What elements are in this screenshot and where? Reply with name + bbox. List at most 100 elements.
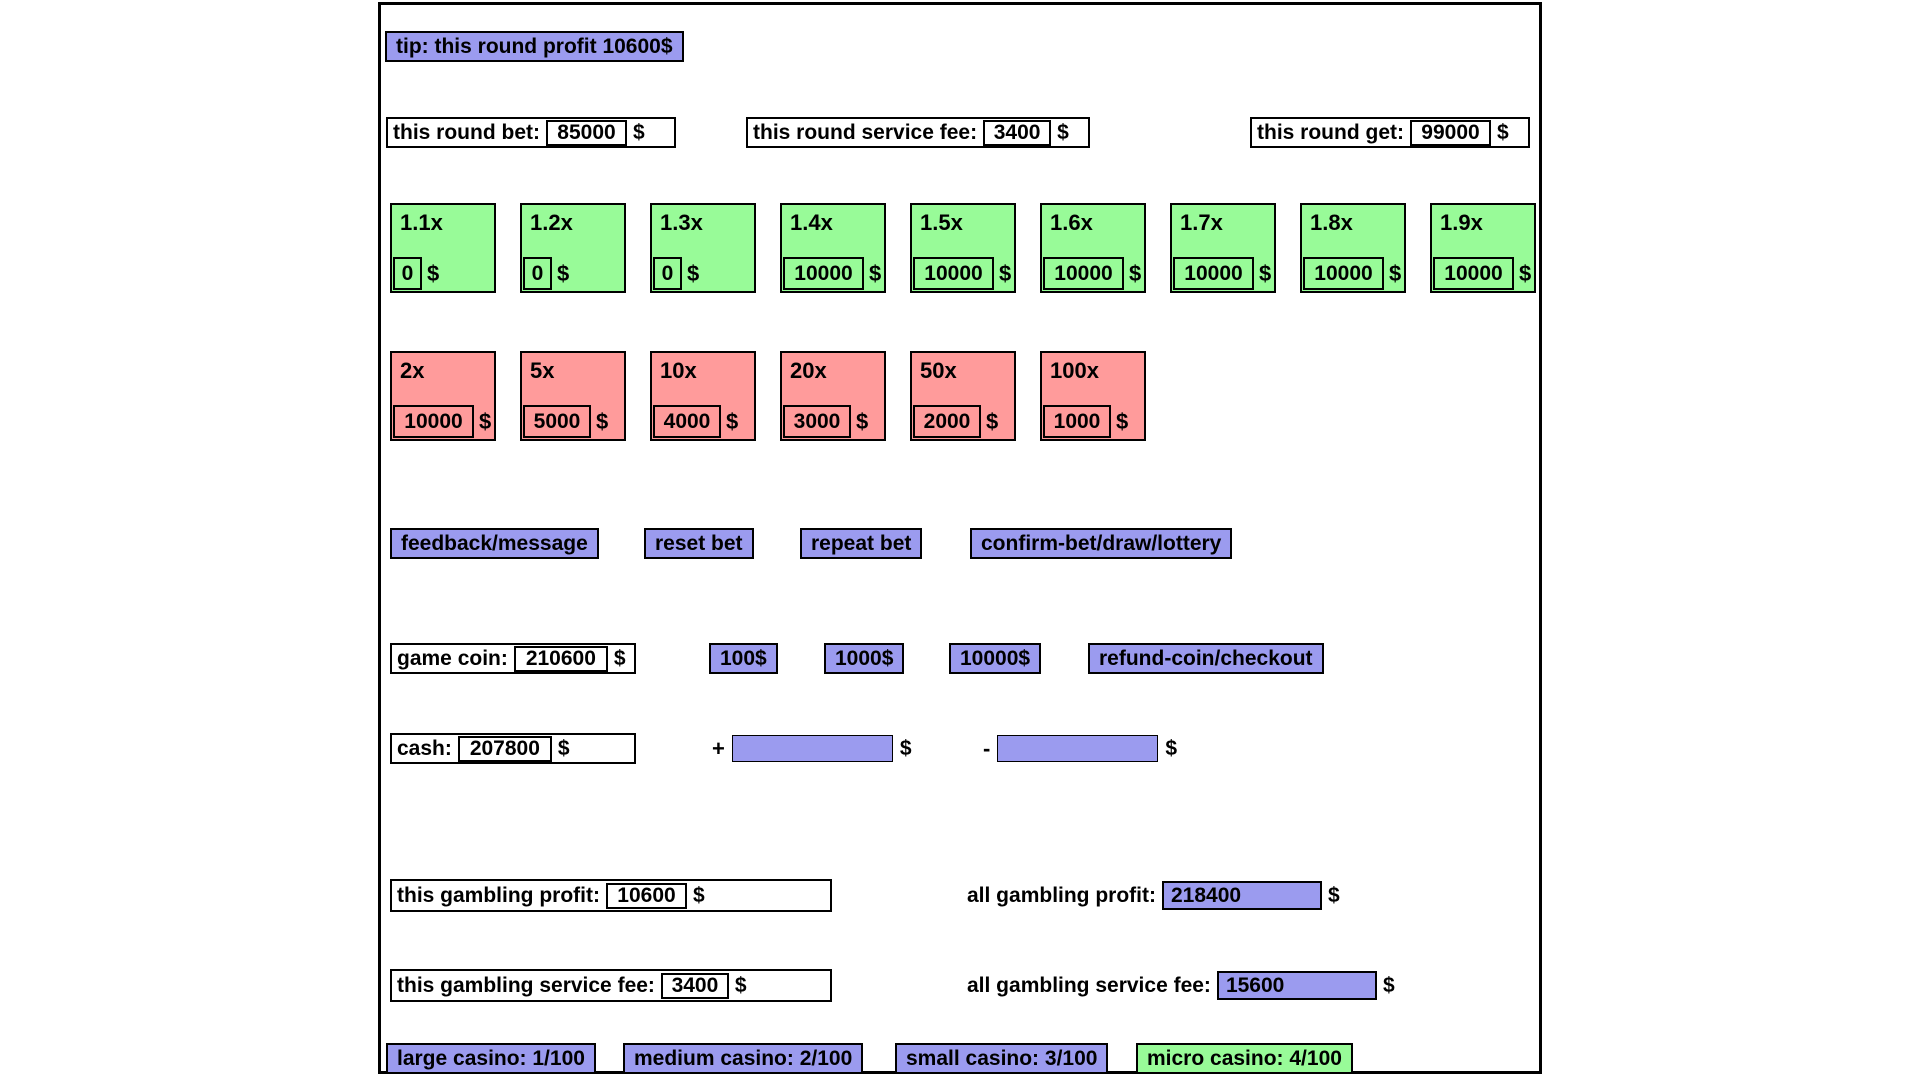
multiplier-box-10x: 10x $ xyxy=(650,351,756,441)
currency-symbol: $ xyxy=(1259,260,1272,286)
currency-symbol: $ xyxy=(1129,260,1142,286)
this-gambling-service-fee-box: this gambling service fee: $ xyxy=(390,969,832,1002)
multiplier-bet-input[interactable] xyxy=(913,257,994,290)
tip-banner: tip: this round profit 10600$ xyxy=(385,31,684,62)
multiplier-label: 1.7x xyxy=(1180,210,1223,235)
all-gambling-service-fee-input[interactable] xyxy=(1216,971,1377,1000)
this-gambling-service-fee-input[interactable] xyxy=(660,972,729,999)
multiplier-label: 5x xyxy=(530,358,555,383)
multiplier-box-2x: 2x $ xyxy=(390,351,496,441)
round-service-fee-input[interactable] xyxy=(983,119,1052,146)
round-bet-box: this round bet: $ xyxy=(386,117,676,148)
currency-symbol: $ xyxy=(856,408,869,434)
multiplier-bet-input[interactable] xyxy=(1173,257,1254,290)
multiplier-box-1-4x: 1.4x $ xyxy=(780,203,886,293)
casino-app-window: tip: this round profit 10600$ this round… xyxy=(378,2,1542,1074)
round-get-box: this round get: $ xyxy=(1250,117,1530,148)
round-get-input[interactable] xyxy=(1409,119,1491,146)
round-bet-label: this round bet: xyxy=(393,120,540,144)
multiplier-bet-input[interactable] xyxy=(1303,257,1384,290)
all-gambling-profit-group: all gambling profit: $ xyxy=(967,879,1340,912)
multiplier-box-1-1x: 1.1x $ xyxy=(390,203,496,293)
multiplier-bet-input[interactable] xyxy=(913,405,981,438)
currency-symbol: $ xyxy=(869,260,882,286)
multiplier-label: 20x xyxy=(790,358,827,383)
repeat-bet-button[interactable]: repeat bet xyxy=(800,528,923,559)
multiplier-bet-input[interactable] xyxy=(783,405,851,438)
multiplier-box-5x: 5x $ xyxy=(520,351,626,441)
all-gambling-service-fee-group: all gambling service fee: $ xyxy=(967,969,1395,1002)
multiplier-bet-input[interactable] xyxy=(783,257,864,290)
multiplier-bet-input[interactable] xyxy=(1043,405,1111,438)
multiplier-bet-input[interactable] xyxy=(1043,257,1124,290)
multiplier-box-1-6x: 1.6x $ xyxy=(1040,203,1146,293)
all-gambling-profit-input[interactable] xyxy=(1162,881,1322,910)
add-10000-coin-button[interactable]: 10000$ xyxy=(949,643,1042,674)
cash-add-amount-input[interactable] xyxy=(731,735,893,762)
round-get-label: this round get: xyxy=(1257,120,1404,144)
round-bet-input[interactable] xyxy=(545,119,627,146)
multiplier-label: 1.5x xyxy=(920,210,963,235)
currency-symbol: $ xyxy=(1382,973,1395,997)
multiplier-label: 50x xyxy=(920,358,957,383)
currency-symbol: $ xyxy=(613,646,626,670)
currency-symbol: $ xyxy=(899,736,912,760)
multiplier-label: 100x xyxy=(1050,358,1099,383)
multiplier-box-1-7x: 1.7x $ xyxy=(1170,203,1276,293)
multiplier-bet-input[interactable] xyxy=(523,405,591,438)
this-gambling-profit-label: this gambling profit: xyxy=(397,883,600,907)
large-casino-button[interactable]: large casino: 1/100 xyxy=(386,1043,596,1074)
multiplier-box-50x: 50x $ xyxy=(910,351,1016,441)
this-gambling-profit-input[interactable] xyxy=(605,882,687,909)
currency-symbol: $ xyxy=(687,260,700,286)
feedback-message-button[interactable]: feedback/message xyxy=(390,528,599,559)
game-coin-label: game coin: xyxy=(397,646,508,670)
multiplier-bet-input[interactable] xyxy=(523,257,552,290)
multiplier-box-1-2x: 1.2x $ xyxy=(520,203,626,293)
multiplier-bet-input[interactable] xyxy=(653,257,682,290)
all-gambling-profit-label: all gambling profit: xyxy=(967,883,1156,907)
multiplier-label: 1.6x xyxy=(1050,210,1093,235)
multiplier-label: 1.8x xyxy=(1310,210,1353,235)
multiplier-box-20x: 20x $ xyxy=(780,351,886,441)
multiplier-label: 1.3x xyxy=(660,210,703,235)
cash-subtract-amount-input[interactable] xyxy=(997,735,1159,762)
cash-input[interactable] xyxy=(457,735,552,762)
multiplier-box-1-8x: 1.8x $ xyxy=(1300,203,1406,293)
plus-sign: + xyxy=(712,735,725,761)
all-gambling-service-fee-label: all gambling service fee: xyxy=(967,973,1211,997)
minus-sign: - xyxy=(983,735,991,761)
currency-symbol: $ xyxy=(999,260,1012,286)
add-1000-coin-button[interactable]: 1000$ xyxy=(824,643,905,674)
multiplier-bet-input[interactable] xyxy=(393,405,474,438)
multiplier-bet-input[interactable] xyxy=(653,405,721,438)
currency-symbol: $ xyxy=(479,408,492,434)
currency-symbol: $ xyxy=(1389,260,1402,286)
micro-casino-button[interactable]: micro casino: 4/100 xyxy=(1136,1043,1353,1074)
game-coin-input[interactable] xyxy=(513,645,608,672)
currency-symbol: $ xyxy=(596,408,609,434)
currency-symbol: $ xyxy=(557,736,570,760)
reset-bet-button[interactable]: reset bet xyxy=(644,528,754,559)
multiplier-box-100x: 100x $ xyxy=(1040,351,1146,441)
currency-symbol: $ xyxy=(1165,736,1178,760)
small-casino-button[interactable]: small casino: 3/100 xyxy=(895,1043,1109,1074)
multiplier-label: 10x xyxy=(660,358,697,383)
multiplier-bet-input[interactable] xyxy=(1433,257,1514,290)
currency-symbol: $ xyxy=(734,973,747,997)
multiplier-box-1-3x: 1.3x $ xyxy=(650,203,756,293)
cash-add-group: + $ xyxy=(712,733,912,764)
medium-casino-button[interactable]: medium casino: 2/100 xyxy=(623,1043,864,1074)
multiplier-label: 1.9x xyxy=(1440,210,1483,235)
currency-symbol: $ xyxy=(1057,120,1069,144)
confirm-bet-draw-lottery-button[interactable]: confirm-bet/draw/lottery xyxy=(970,528,1233,559)
cash-label: cash: xyxy=(397,736,452,760)
currency-symbol: $ xyxy=(986,408,999,434)
multiplier-bet-input[interactable] xyxy=(393,257,422,290)
currency-symbol: $ xyxy=(1519,260,1532,286)
add-100-coin-button[interactable]: 100$ xyxy=(709,643,778,674)
currency-symbol: $ xyxy=(692,883,705,907)
multiplier-label: 1.1x xyxy=(400,210,443,235)
currency-symbol: $ xyxy=(1328,883,1340,907)
refund-coin-checkout-button[interactable]: refund-coin/checkout xyxy=(1088,643,1324,674)
